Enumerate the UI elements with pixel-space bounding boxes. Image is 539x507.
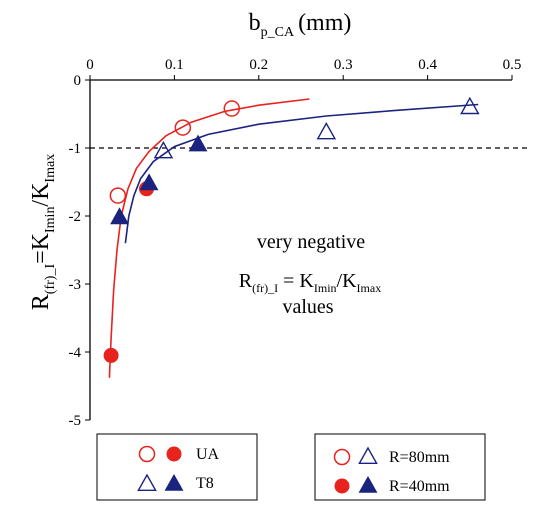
annotation-k2-sub: Imax <box>357 281 382 295</box>
annotation-line-3: values <box>282 296 333 318</box>
axes-group <box>89 79 512 420</box>
x-tick-label: 0.4 <box>418 57 437 73</box>
ticks-group: 0 0.1 0.2 0.3 0.4 0.5 0 -1 -2 -3 -4 -5 <box>69 57 522 429</box>
y-axis-title-eq: =K <box>28 232 54 264</box>
legend-marker-r40-triangle <box>358 475 378 493</box>
data-point-ua-r80 <box>109 187 127 204</box>
legend-item-t8 <box>137 473 184 491</box>
y-axis-title: R(fr)_I=KImin/KImax <box>28 154 58 310</box>
x-axis-title: bp_CA (mm) <box>249 10 352 40</box>
x-tick-label: 0.1 <box>165 57 184 73</box>
legend-label-ua: UA <box>196 446 220 463</box>
legend-marker-ua-filled <box>166 446 182 462</box>
x-axis-title-units: (mm) <box>298 10 351 36</box>
annotation-r: R <box>239 270 253 292</box>
legend-marker-t8-filled <box>164 473 184 491</box>
data-point-t8-r40 <box>188 134 208 152</box>
y-tick-label: -4 <box>69 345 82 361</box>
legend-label-t8: T8 <box>196 475 214 492</box>
x-tick-label: 0 <box>86 57 94 73</box>
data-point-t8-r80 <box>460 96 480 115</box>
data-point-t8-r40 <box>110 207 129 225</box>
y-tick-label: -3 <box>69 277 82 293</box>
data-point-ua-r80 <box>223 100 241 117</box>
annotation-eq: = K <box>278 270 314 292</box>
y-axis-title-r: R <box>28 294 54 310</box>
x-axis-title-sub: p_CA <box>261 25 295 40</box>
legend-radius: R=80mm R=40mm <box>314 433 486 501</box>
y-tick-label: -5 <box>69 413 82 429</box>
x-tick-label: 0.5 <box>503 57 522 73</box>
legend-material: UA T8 <box>96 433 258 501</box>
data-points-group <box>103 96 480 363</box>
y-tick-label: -2 <box>69 209 82 225</box>
data-point-t8-r40 <box>139 173 159 191</box>
legend-marker-r80-circle <box>333 448 351 466</box>
legend-item-r80 <box>333 446 378 466</box>
legend-label-r80: R=80mm <box>389 449 450 466</box>
x-axis-title-main: b <box>249 10 261 36</box>
annotation-k1-sub: Imin <box>314 281 337 295</box>
legend-marker-ua-open <box>138 445 156 463</box>
data-point-ua-r80 <box>174 119 192 136</box>
y-axis-title-slash: /K <box>28 182 54 207</box>
legend-radius-frame <box>314 433 486 501</box>
y-axis-title-r-sub: (fr)_I <box>43 264 58 295</box>
legend-marker-r40-circle <box>334 478 350 494</box>
legend-marker-t8-open <box>137 473 157 491</box>
data-point-t8-r80 <box>153 140 174 159</box>
y-axis-title-k1-sub: Imin <box>43 207 58 233</box>
annotation-r-sub: (fr)_I <box>252 281 278 295</box>
annotation-slash: /K <box>337 270 358 292</box>
y-tick-label: -1 <box>69 141 82 157</box>
legend-label-r40: R=40mm <box>389 478 450 495</box>
annotation-line-1: very negative <box>257 231 365 253</box>
x-tick-label: 0.3 <box>334 57 353 73</box>
annotation-line-2: R(fr)_I = KImin/KImax <box>239 270 381 295</box>
x-tick-label: 0.2 <box>249 57 268 73</box>
legend-item-ua <box>138 445 182 463</box>
legend-item-r40 <box>334 475 378 494</box>
data-point-t8-r80 <box>316 121 337 140</box>
y-tick-label: 0 <box>74 73 82 89</box>
legend-marker-r80-triangle <box>358 446 378 464</box>
fit-curve-t8 <box>124 103 479 244</box>
legend-material-frame <box>96 433 258 501</box>
y-axis-title-k2-sub: Imax <box>43 154 58 183</box>
data-point-ua-r40 <box>103 347 119 363</box>
